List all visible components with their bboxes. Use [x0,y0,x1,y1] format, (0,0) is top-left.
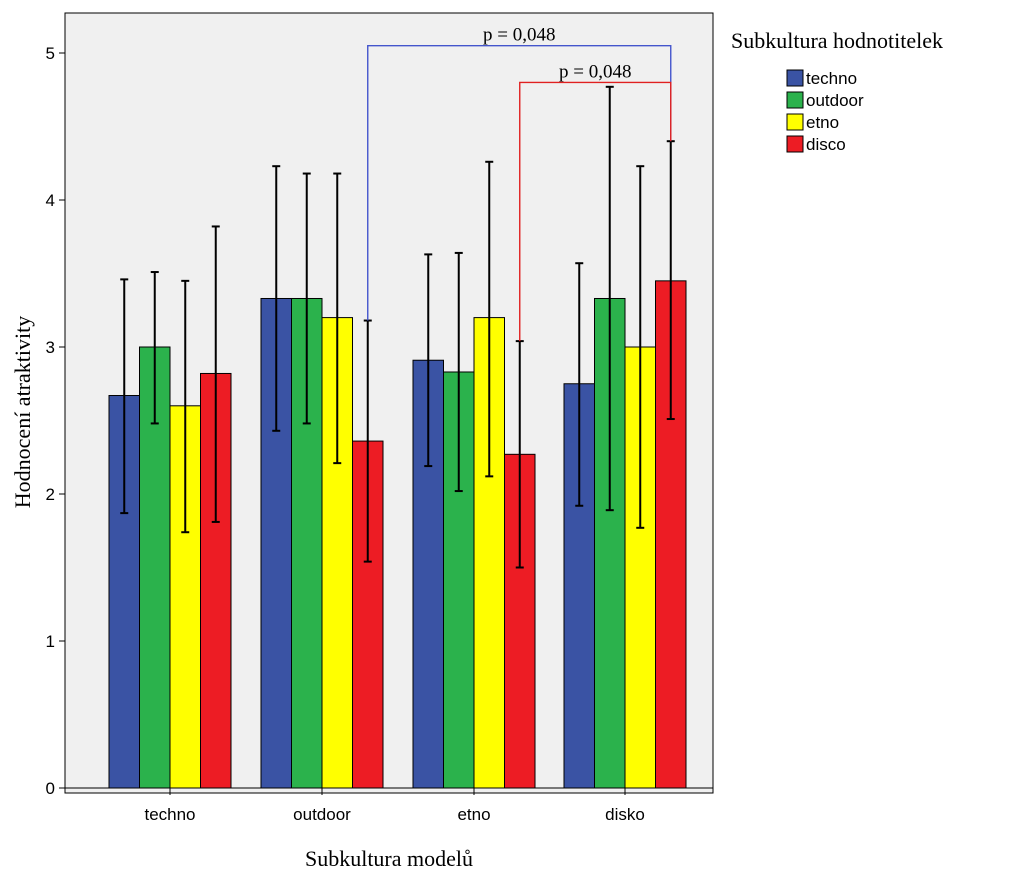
x-tick-label-etno: etno [457,805,490,824]
error-bar-techno-etno [181,279,190,534]
legend-item-outdoor: outdoor [786,91,864,110]
y-tick-label: 2 [46,485,55,504]
legend-label: etno [806,113,839,132]
legend-swatch [786,69,804,87]
error-bar-disko-techno [575,262,584,507]
x-tick-label-disko: disko [605,805,645,824]
error-bars-layer [120,85,675,569]
error-bar-techno-outdoor [150,271,159,425]
error-bar-etno-outdoor [454,251,463,493]
bar-disko-disco [655,280,687,789]
error-bar-disko-etno [636,165,645,529]
error-bar-techno-disco [211,225,220,523]
legend-item-etno: etno [786,113,839,132]
y-tick-label: 5 [46,44,55,63]
bracket-label: p = 0,048 [483,25,555,46]
legend-swatch [786,91,804,109]
y-tick-label: 0 [46,779,55,798]
legend-label: outdoor [806,91,864,110]
error-bar-etno-techno [424,253,433,468]
legend-swatch [786,135,804,153]
legend-title: Subkultura hodnotitelek [731,28,943,53]
y-tick-label: 4 [46,191,55,210]
bracket-label: p = 0,048 [559,61,631,82]
y-axis-label: Hodnocení atraktivity [10,316,35,508]
error-bar-disko-outdoor [605,85,614,512]
error-bar-outdoor-outdoor [302,172,311,425]
legend-label: disco [806,135,846,154]
axes-layer: 0 1 2 3 4 5 techno outdoor etno disko [46,44,713,824]
legend-item-techno: techno [786,69,857,88]
legend-item-disco: disco [786,135,846,154]
y-tick-label: 1 [46,632,55,651]
error-bar-techno-techno [120,278,129,515]
legend-swatch [786,113,804,131]
x-tick-label-techno: techno [144,805,195,824]
x-tick-label-outdoor: outdoor [293,805,351,824]
bracket-line [519,81,672,342]
error-bar-outdoor-etno [333,172,342,465]
legend: techno outdoor etno disco [786,69,864,154]
legend-label: techno [806,69,857,88]
error-bar-outdoor-techno [272,165,281,432]
y-tick-label: 3 [46,338,55,357]
significance-bracket-2: p = 0,048 [519,61,672,342]
error-bar-etno-etno [485,160,494,478]
x-axis-label: Subkultura modelů [305,846,473,871]
